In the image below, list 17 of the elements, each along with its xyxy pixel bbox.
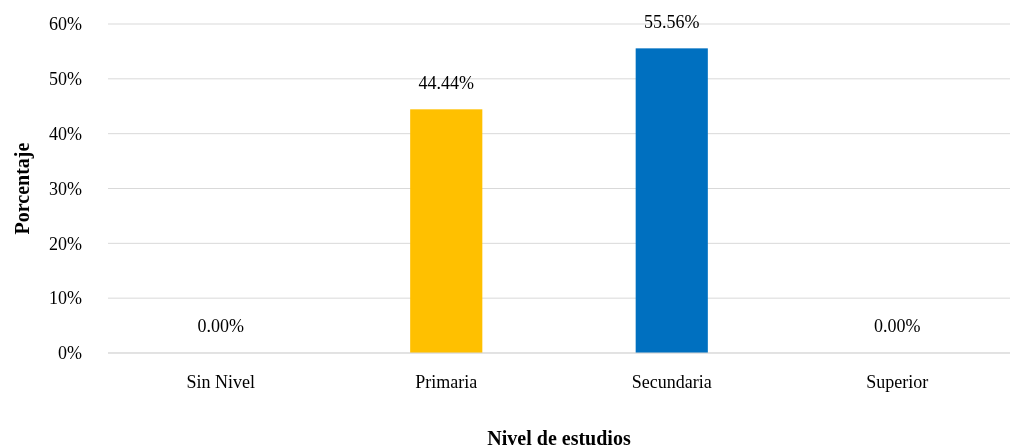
y-tick-label: 30% (49, 178, 82, 199)
y-tick-label: 60% (49, 14, 82, 35)
data-label: 44.44% (418, 72, 474, 93)
y-tick-label: 50% (49, 69, 82, 90)
data-label: 0.00% (197, 316, 244, 337)
x-tick-label: Superior (866, 372, 929, 392)
data-label: 0.00% (874, 316, 921, 337)
y-tick-label: 10% (49, 288, 82, 309)
y-tick-label: 0% (58, 343, 82, 364)
y-tick-label: 40% (49, 123, 82, 144)
y-tick-label: 20% (49, 233, 82, 254)
x-axis-title: Nivel de estudios (487, 427, 631, 448)
x-tick-label: Sin Nivel (186, 372, 256, 392)
x-tick-label: Primaria (415, 372, 478, 392)
x-tick-label: Secundaria (631, 372, 712, 392)
data-label: 55.56% (644, 11, 700, 32)
y-axis-title: Porcentaje (11, 142, 34, 235)
